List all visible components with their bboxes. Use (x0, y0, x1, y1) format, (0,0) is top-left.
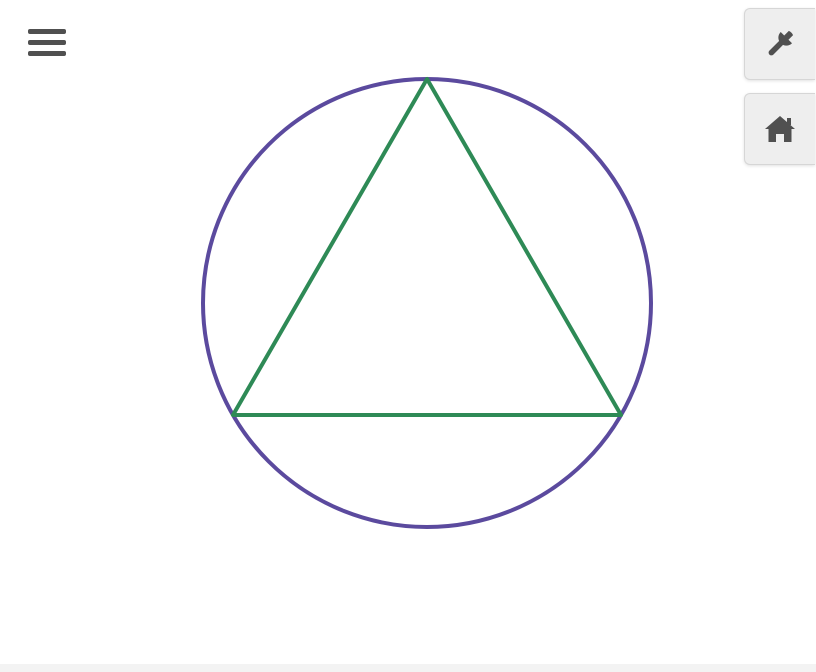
home-icon (763, 114, 797, 144)
settings-button[interactable] (744, 8, 815, 80)
wrench-icon (763, 27, 797, 61)
inscribed-triangle (231, 77, 623, 417)
home-button[interactable] (744, 93, 815, 165)
menu-button[interactable] (24, 22, 70, 64)
circumscribed-circle (201, 77, 653, 529)
bottom-edge (0, 664, 816, 672)
hamburger-menu-icon (28, 27, 66, 59)
